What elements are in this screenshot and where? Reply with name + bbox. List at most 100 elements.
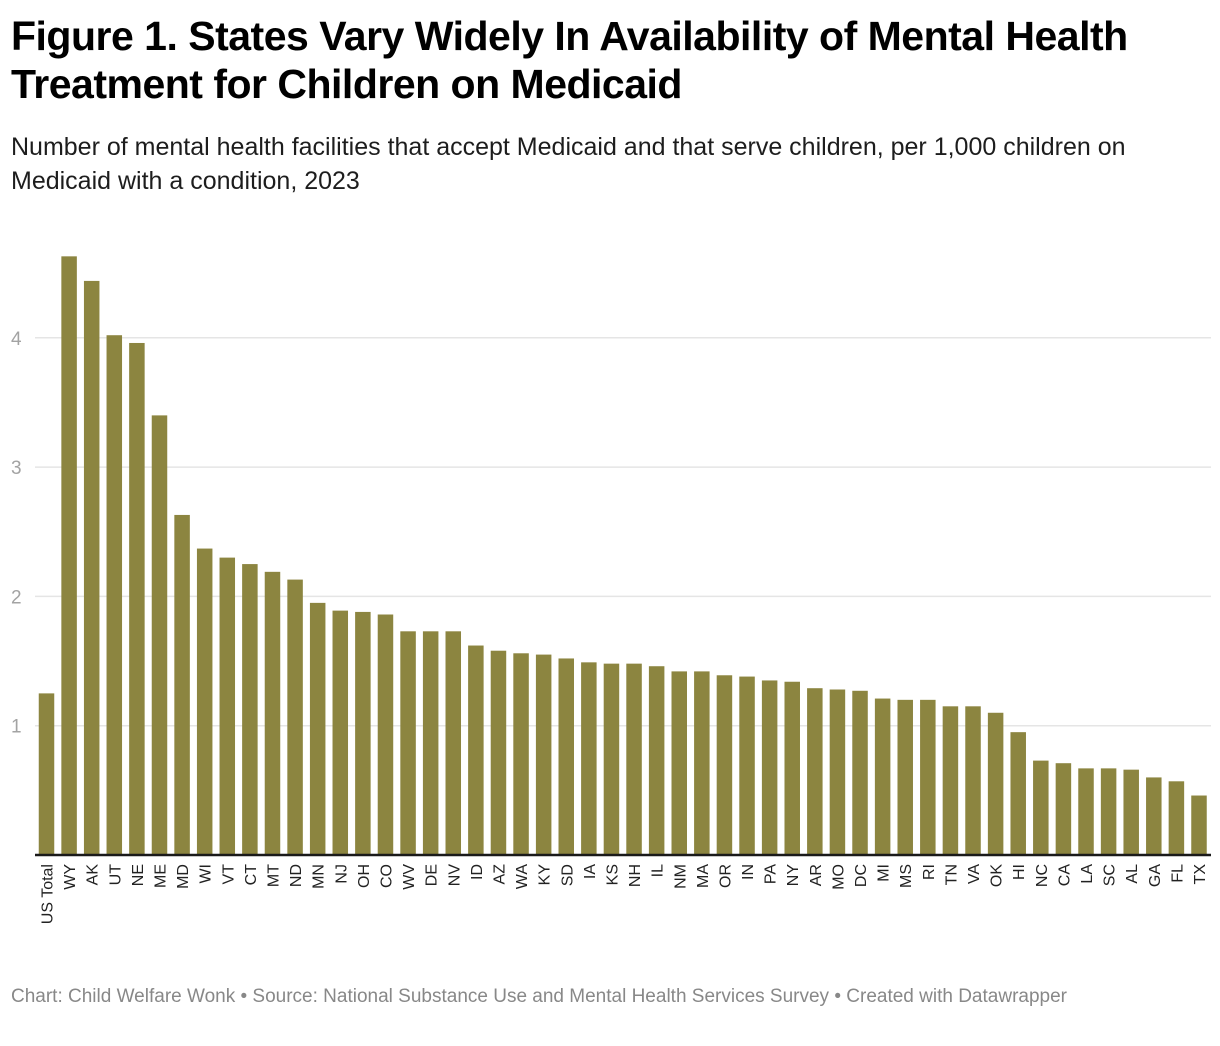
bar-ny — [784, 681, 800, 855]
x-tick-label: DE — [424, 864, 441, 886]
bar-tn — [942, 706, 959, 855]
x-tick-label: MS — [898, 864, 915, 888]
x-tick-label: SD — [559, 864, 576, 886]
bar-nc — [1033, 760, 1049, 855]
bar-mn — [309, 602, 326, 856]
bar-mi — [874, 698, 891, 855]
bar-tx — [1191, 795, 1207, 855]
x-tick-label: WY — [62, 864, 79, 890]
y-tick-label: 1 — [11, 717, 22, 738]
x-tick-label: AR — [808, 864, 825, 886]
x-tick-label: MI — [876, 864, 893, 882]
bar-nj — [332, 610, 349, 855]
x-tick-label: NV — [446, 864, 463, 887]
bar-fl — [1168, 781, 1185, 855]
x-tick-label: UT — [107, 864, 124, 886]
bar-mt — [264, 571, 281, 855]
bar-ca — [1055, 763, 1072, 855]
x-tick-label: WI — [198, 864, 215, 884]
bar-sc — [1100, 768, 1117, 855]
x-tick-label: CA — [1056, 864, 1073, 887]
x-tick-label: TX — [1192, 864, 1209, 885]
bar-ar — [807, 688, 823, 855]
x-tick-label: OK — [989, 864, 1006, 887]
bar-ms — [897, 699, 913, 855]
x-tick-label: NJ — [333, 864, 350, 884]
x-tick-label: VT — [220, 864, 237, 885]
y-tick-label: 3 — [11, 458, 22, 479]
bar-il — [648, 666, 665, 855]
x-tick-label: US Total — [40, 864, 57, 924]
bar-va — [965, 706, 981, 855]
bar-us-total — [38, 693, 55, 856]
x-tick-label: ID — [469, 864, 486, 880]
x-tick-label: IL — [650, 864, 667, 877]
chart-subtitle: Number of mental health facilities that … — [11, 133, 1126, 195]
x-tick-label: GA — [1147, 864, 1164, 887]
x-tick-label: CT — [243, 864, 260, 886]
bar-ma — [694, 671, 710, 855]
bar-ne — [129, 342, 145, 856]
bar-ks — [603, 663, 620, 855]
y-tick-label: 4 — [11, 329, 22, 350]
x-tick-label: CO — [378, 864, 395, 888]
bar-pa — [761, 680, 778, 855]
bar-nm — [671, 671, 687, 855]
bar-ut — [106, 335, 123, 856]
x-axis-labels: US Total WY AK UT NE ME MD WI VT CT MT ND MN NJ OH CO WV… — [40, 864, 1210, 925]
bars — [38, 256, 1207, 856]
x-tick-label: PA — [763, 864, 780, 884]
x-tick-label: FL — [1169, 864, 1186, 883]
x-tick-label: NC — [1034, 864, 1051, 887]
x-tick-label: LA — [1079, 864, 1096, 884]
bar-ri — [920, 699, 936, 855]
x-tick-label: DC — [853, 864, 870, 887]
bar-az — [490, 650, 507, 855]
x-tick-label: IN — [740, 864, 757, 880]
x-tick-label: IA — [582, 864, 599, 879]
x-tick-label: NY — [785, 864, 802, 887]
x-tick-label: MT — [265, 864, 282, 887]
x-tick-label: MA — [695, 864, 712, 888]
x-tick-label: WV — [401, 864, 418, 890]
bar-dc — [852, 690, 868, 855]
x-tick-label: NH — [627, 864, 644, 887]
bar-wy — [61, 256, 77, 856]
x-tick-label: MD — [175, 864, 192, 889]
bar-nh — [626, 663, 642, 855]
bar-wv — [400, 631, 416, 855]
x-tick-label: VA — [966, 864, 983, 884]
chart-footer: Chart: Child Welfare Wonk • Source: Nati… — [11, 986, 1067, 1007]
x-tick-label: OR — [717, 864, 734, 888]
bar-wa — [513, 653, 529, 855]
bar-ct — [242, 564, 258, 856]
bar-vt — [219, 557, 236, 855]
x-tick-label: AL — [1124, 864, 1141, 884]
bar-md — [174, 514, 190, 855]
bar-me — [151, 415, 168, 855]
x-tick-label: AZ — [491, 864, 508, 885]
bar-or — [716, 675, 733, 855]
x-tick-label: NM — [672, 864, 689, 889]
x-tick-label: KS — [604, 864, 621, 885]
bar-la — [1078, 768, 1094, 855]
x-tick-label: SC — [1102, 864, 1119, 886]
y-tick-label: 2 — [11, 587, 22, 608]
x-tick-label: ME — [152, 864, 169, 888]
bar-ga — [1146, 777, 1162, 855]
x-tick-label: NE — [130, 864, 147, 886]
bar-al — [1123, 769, 1139, 855]
x-tick-label: HI — [1011, 864, 1028, 880]
x-tick-label: KY — [537, 864, 554, 886]
x-tick-label: AK — [85, 864, 102, 886]
bar-nd — [287, 579, 303, 855]
bar-mo — [829, 689, 846, 855]
x-tick-label: RI — [921, 864, 938, 880]
bar-nv — [445, 631, 462, 855]
x-tick-label: ND — [288, 864, 305, 887]
x-tick-label: TN — [943, 864, 960, 885]
bar-id — [468, 645, 484, 855]
bar-in — [739, 676, 755, 855]
bar-wi — [196, 548, 213, 855]
